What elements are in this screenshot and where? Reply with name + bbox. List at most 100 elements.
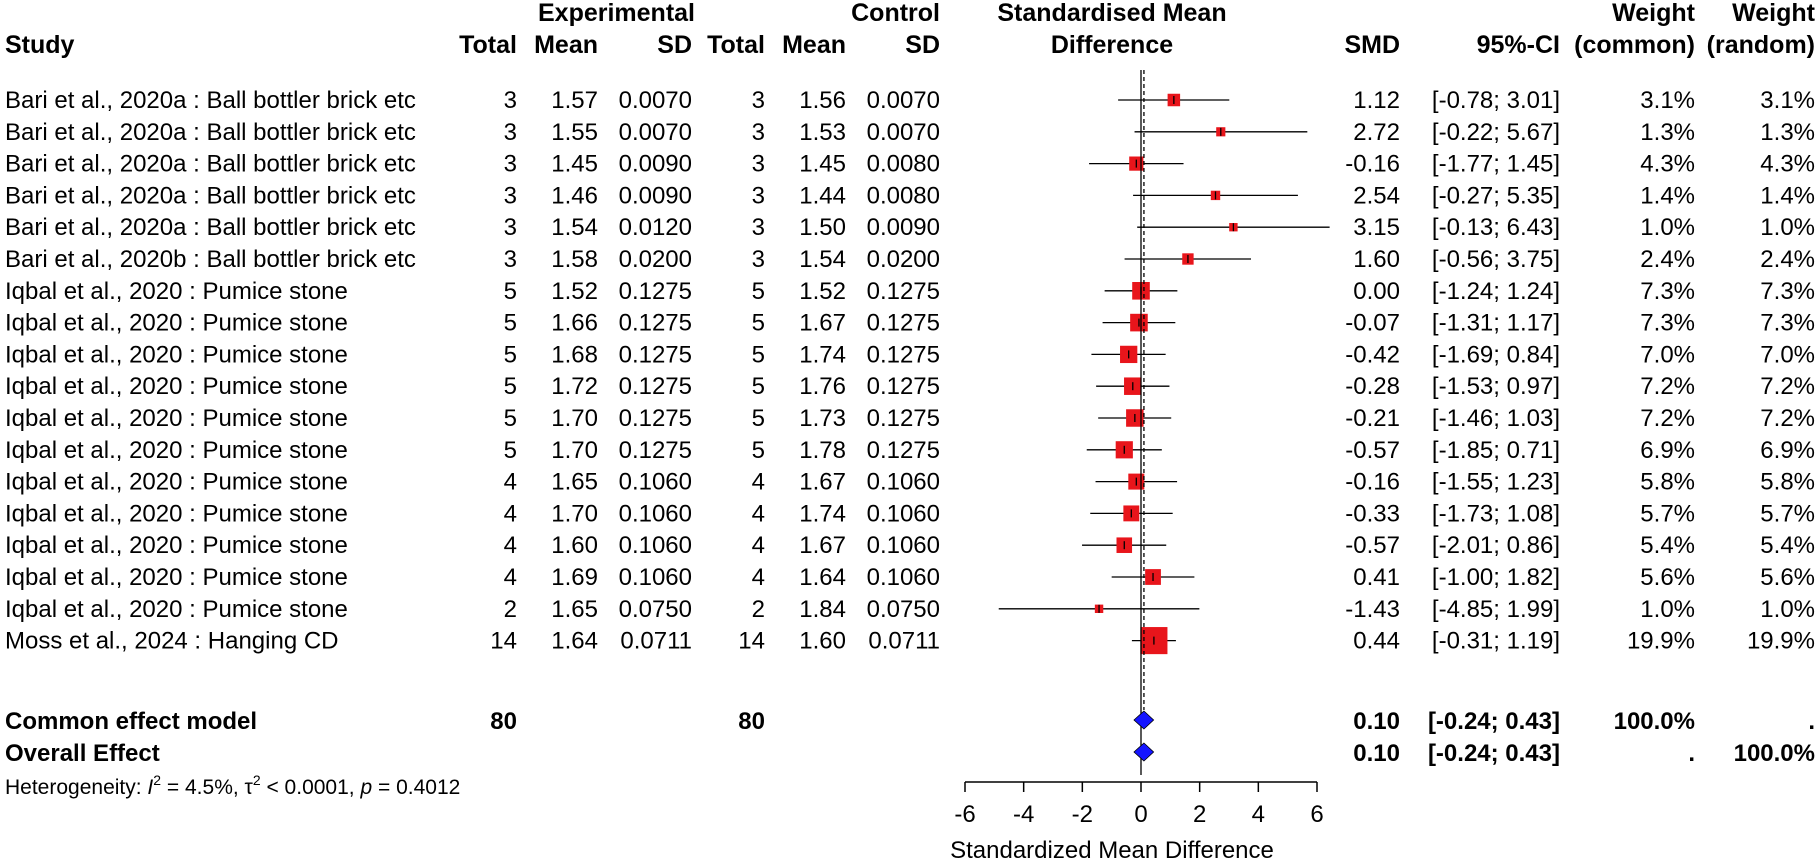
overall-diamond [1133, 742, 1155, 762]
smd-value: -0.57 [1345, 437, 1400, 464]
table-row: Bari et al., 2020a : Ball bottler brick … [5, 119, 1815, 146]
weight-random: 1.0% [1760, 596, 1815, 623]
header-c-mean: Mean [782, 31, 846, 59]
smd-value: 1.12 [1353, 87, 1400, 114]
study-label: Moss et al., 2024 : Hanging CD [5, 628, 339, 655]
table-row: Bari et al., 2020a : Ball bottler brick … [5, 151, 1815, 178]
weight-random: 5.6% [1760, 564, 1815, 591]
study-label: Iqbal et al., 2020 : Pumice stone [5, 564, 348, 591]
e-total: 5 [504, 341, 517, 368]
e-total: 3 [504, 87, 517, 114]
c-mean: 1.67 [799, 469, 846, 496]
smd-value: -0.33 [1345, 500, 1400, 527]
weight-random: 5.4% [1760, 532, 1815, 559]
column-headers: Experimental Control Standardised Mean W… [5, 0, 1816, 59]
ci-value: [-2.01; 0.86] [1432, 532, 1560, 559]
table-row: Moss et al., 2024 : Hanging CD 14 1.64 0.07… [5, 627, 1815, 655]
table-row: Iqbal et al., 2020 : Pumice stone 5 1.52 0.… [5, 278, 1815, 305]
e-total: 3 [504, 246, 517, 273]
c-sd: 0.1060 [867, 469, 940, 496]
c-mean: 1.45 [799, 151, 846, 178]
common-smd: 0.10 [1353, 708, 1400, 735]
heterogeneity-i: I [147, 776, 153, 799]
c-mean: 1.44 [799, 182, 846, 209]
c-total: 3 [752, 182, 765, 209]
study-label: Iqbal et al., 2020 : Pumice stone [5, 532, 348, 559]
e-mean: 1.70 [551, 500, 598, 527]
table-row: Iqbal et al., 2020 : Pumice stone 4 1.60 0.… [5, 532, 1815, 559]
weight-common: 7.3% [1640, 310, 1695, 337]
table-row: Iqbal et al., 2020 : Pumice stone 5 1.72 0.… [5, 373, 1815, 400]
e-sd: 0.1060 [619, 469, 692, 496]
e-mean: 1.46 [551, 182, 598, 209]
smd-value: 2.72 [1353, 119, 1400, 146]
c-total: 4 [752, 500, 765, 527]
e-sd: 0.1275 [619, 341, 692, 368]
c-total: 14 [738, 628, 765, 655]
header-smd: SMD [1344, 31, 1400, 59]
weight-random: 7.0% [1760, 341, 1815, 368]
smd-value: -0.07 [1345, 310, 1400, 337]
ci-value: [-0.13; 6.43] [1432, 214, 1560, 241]
c-sd: 0.1060 [867, 532, 940, 559]
ci-value: [-0.78; 3.01] [1432, 87, 1560, 114]
c-sd: 0.0711 [868, 628, 940, 655]
c-mean: 1.76 [799, 373, 846, 400]
study-label: Bari et al., 2020a : Ball bottler brick … [5, 214, 416, 241]
smd-value: -0.16 [1345, 151, 1400, 178]
e-total: 3 [504, 119, 517, 146]
weight-common: 5.4% [1640, 532, 1695, 559]
e-mean: 1.66 [551, 310, 598, 337]
study-label: Bari et al., 2020b : Ball bottler brick … [5, 246, 416, 273]
smd-value: 0.41 [1353, 564, 1400, 591]
c-sd: 0.1275 [867, 278, 940, 305]
c-sd: 0.1060 [867, 500, 940, 527]
x-axis-label: Standardized Mean Difference [950, 837, 1274, 861]
e-mean: 1.57 [551, 87, 598, 114]
table-row: Iqbal et al., 2020 : Pumice stone 5 1.70 0.… [5, 405, 1815, 432]
table-row: Iqbal et al., 2020 : Pumice stone 5 1.66 0.… [5, 310, 1815, 337]
table-row: Iqbal et al., 2020 : Pumice stone 5 1.68 0.… [5, 341, 1815, 368]
e-mean: 1.54 [551, 214, 598, 241]
header-e-total: Total [459, 31, 517, 59]
c-mean: 1.64 [799, 564, 846, 591]
overall-label: Overall Effect [5, 740, 160, 767]
weight-random: 4.3% [1760, 151, 1815, 178]
c-total: 5 [752, 310, 765, 337]
c-total: 4 [752, 532, 765, 559]
header-weight-random-line1: Weight [1732, 0, 1816, 27]
c-sd: 0.1275 [867, 310, 940, 337]
c-mean: 1.73 [799, 405, 846, 432]
weight-common: 5.8% [1640, 469, 1695, 496]
study-label: Iqbal et al., 2020 : Pumice stone [5, 278, 348, 305]
e-total: 5 [504, 437, 517, 464]
weight-random: 5.7% [1760, 500, 1815, 527]
c-mean: 1.78 [799, 437, 846, 464]
weight-random: 1.0% [1760, 214, 1815, 241]
e-mean: 1.65 [551, 596, 598, 623]
smd-value: -0.28 [1345, 373, 1400, 400]
c-total: 4 [752, 469, 765, 496]
weight-random: 6.9% [1760, 437, 1815, 464]
c-total: 3 [752, 214, 765, 241]
summary-diamonds [1133, 710, 1155, 762]
weight-common: 4.3% [1640, 151, 1695, 178]
c-total: 4 [752, 564, 765, 591]
heterogeneity-p-value: = 0.4012 [372, 776, 460, 799]
header-e-sd: SD [657, 31, 692, 59]
c-sd: 0.0070 [867, 119, 940, 146]
e-mean: 1.45 [551, 151, 598, 178]
header-control: Control [851, 0, 940, 27]
ci-value: [-1.85; 0.71] [1432, 437, 1560, 464]
overall-weight-random: 100.0% [1734, 740, 1815, 767]
weight-common: 5.7% [1640, 500, 1695, 527]
c-total: 5 [752, 278, 765, 305]
c-total: 5 [752, 341, 765, 368]
header-weight-common: (common) [1574, 31, 1695, 59]
weight-common: 7.2% [1640, 405, 1695, 432]
ci-value: [-1.73; 1.08] [1432, 500, 1560, 527]
e-sd: 0.0090 [619, 182, 692, 209]
header-c-sd: SD [905, 31, 940, 59]
c-mean: 1.54 [799, 246, 846, 273]
